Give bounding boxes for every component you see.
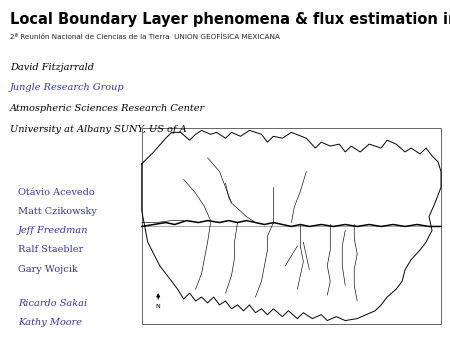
Text: Gary Wojcik: Gary Wojcik xyxy=(18,265,78,274)
Bar xyxy=(142,128,441,324)
Text: Atmospheric Sciences Research Center: Atmospheric Sciences Research Center xyxy=(10,104,205,114)
Text: Ralf Staebler: Ralf Staebler xyxy=(18,245,83,255)
Text: Otávio Acevedo: Otávio Acevedo xyxy=(18,188,95,197)
Text: 2ª Reunión Nacional de Ciencias de la Tierra  UNIÓN GEOFÍSICA MEXICANA: 2ª Reunión Nacional de Ciencias de la Ti… xyxy=(10,34,280,40)
Text: Local Boundary Layer phenomena & flux estimation in LBA: Local Boundary Layer phenomena & flux es… xyxy=(10,12,450,27)
Text: N: N xyxy=(156,304,161,309)
Text: University at Albany SUNY, US of A: University at Albany SUNY, US of A xyxy=(10,125,187,135)
Text: Jungle Research Group: Jungle Research Group xyxy=(10,83,125,93)
Text: Kathy Moore: Kathy Moore xyxy=(18,318,82,328)
Text: Matt Czikowsky: Matt Czikowsky xyxy=(18,207,97,216)
Text: Jeff Freedman: Jeff Freedman xyxy=(18,226,89,235)
Text: Ricardo Sakai: Ricardo Sakai xyxy=(18,299,87,308)
Text: David Fitzjarrald: David Fitzjarrald xyxy=(10,63,94,72)
